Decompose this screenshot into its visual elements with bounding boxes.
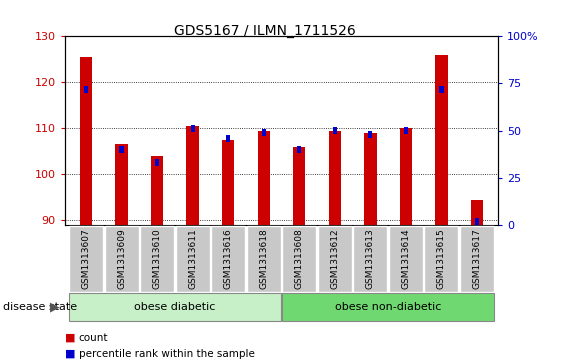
FancyBboxPatch shape [140,226,174,291]
Text: GSM1313610: GSM1313610 [153,228,162,289]
Text: GSM1313614: GSM1313614 [401,228,410,289]
FancyBboxPatch shape [211,226,245,291]
Bar [84,86,88,93]
Bar [222,140,234,225]
FancyBboxPatch shape [247,226,281,291]
Bar [155,159,159,166]
Bar [333,127,337,134]
Text: GSM1313609: GSM1313609 [117,228,126,289]
FancyBboxPatch shape [282,293,494,321]
FancyBboxPatch shape [425,226,458,291]
Text: obese diabetic: obese diabetic [134,302,216,312]
FancyBboxPatch shape [282,226,316,291]
FancyBboxPatch shape [318,226,352,291]
FancyBboxPatch shape [69,293,281,321]
Bar [119,146,124,153]
Text: disease state: disease state [3,302,77,312]
Bar [400,129,412,225]
Bar [404,127,408,134]
FancyBboxPatch shape [105,226,138,291]
Bar [364,133,377,225]
Bar [262,129,266,136]
Bar [190,125,195,132]
Bar [439,86,444,93]
Text: GSM1313618: GSM1313618 [259,228,268,289]
Text: ▶: ▶ [50,300,59,313]
Text: count: count [79,333,108,343]
Bar [115,144,128,225]
FancyBboxPatch shape [460,226,494,291]
Bar [257,131,270,225]
Text: ■: ■ [65,333,75,343]
Text: GSM1313616: GSM1313616 [224,228,233,289]
Bar [297,146,301,153]
Text: GSM1313607: GSM1313607 [82,228,91,289]
Text: GSM1313611: GSM1313611 [188,228,197,289]
FancyBboxPatch shape [389,226,423,291]
Bar [293,147,306,225]
Bar [435,55,448,225]
Bar [151,156,163,225]
Bar [226,135,230,142]
Bar [471,200,483,225]
Text: GSM1313617: GSM1313617 [472,228,481,289]
Text: GSM1313612: GSM1313612 [330,228,339,289]
Text: GDS5167 / ILMN_1711526: GDS5167 / ILMN_1711526 [174,24,355,38]
Bar [368,131,373,138]
Bar [475,218,479,225]
Text: GSM1313615: GSM1313615 [437,228,446,289]
FancyBboxPatch shape [69,226,103,291]
Text: ■: ■ [65,349,75,359]
Text: GSM1313608: GSM1313608 [295,228,304,289]
Text: GSM1313613: GSM1313613 [366,228,375,289]
FancyBboxPatch shape [353,226,387,291]
Text: percentile rank within the sample: percentile rank within the sample [79,349,254,359]
Bar [329,131,341,225]
Bar [80,57,92,225]
Bar [186,126,199,225]
Text: obese non-diabetic: obese non-diabetic [335,302,441,312]
FancyBboxPatch shape [176,226,210,291]
